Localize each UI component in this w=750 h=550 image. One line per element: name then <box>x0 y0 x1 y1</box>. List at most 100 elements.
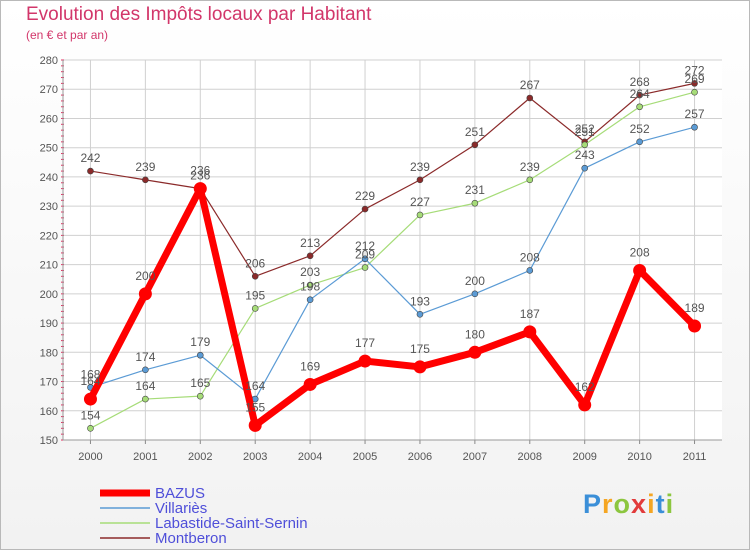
data-label-montberon: 236 <box>190 169 210 183</box>
point-labastide-saint-sernin <box>142 395 149 403</box>
point-labastide-saint-sernin <box>251 305 259 312</box>
data-label-labastide-saint-sernin: 239 <box>520 160 540 174</box>
legend-label-bazus: BAZUS <box>155 485 206 502</box>
series-layer <box>83 80 702 432</box>
x-tick-label: 2007 <box>463 451 487 463</box>
data-label-bazus: 208 <box>630 245 650 259</box>
point-bazus <box>248 418 262 432</box>
data-label-montberon: 213 <box>300 236 320 250</box>
data-label-labastide-saint-sernin: 227 <box>410 195 430 209</box>
x-tick-label: 2009 <box>572 451 596 463</box>
point-labastide-saint-sernin <box>361 264 369 271</box>
data-label-montberon: 251 <box>465 125 485 139</box>
point-villari-s <box>196 351 204 359</box>
point-montberon <box>691 80 698 87</box>
point-montberon <box>142 176 149 184</box>
x-tick-label: 2006 <box>408 451 432 463</box>
point-villari-s <box>581 164 589 172</box>
y-tick-label: 170 <box>40 377 58 389</box>
point-bazus <box>358 354 372 368</box>
point-villari-s <box>142 366 149 374</box>
data-label-villari-s: 179 <box>190 335 210 349</box>
point-bazus <box>303 377 317 391</box>
data-label-villari-s: 193 <box>410 294 430 308</box>
y-tick-label: 160 <box>40 406 58 418</box>
data-label-montberon: 229 <box>355 189 375 203</box>
data-label-labastide-saint-sernin: 251 <box>575 125 595 139</box>
point-montberon <box>361 205 369 213</box>
data-label-bazus: 236 <box>190 164 210 178</box>
data-label-villari-s: 200 <box>465 274 485 288</box>
y-tick-label: 250 <box>40 143 58 155</box>
plot-area <box>63 60 722 440</box>
axis-layer: 150 160 170 180 190 200 210 220 230 240 250 260 270 2… <box>40 55 722 463</box>
x-tick-label: 2000 <box>78 451 102 463</box>
chart-subtitle: (en € et par an) <box>26 28 109 42</box>
point-bazus <box>83 392 97 406</box>
data-label-villari-s: 257 <box>685 107 705 121</box>
data-label-bazus: 200 <box>135 269 155 283</box>
point-montberon <box>306 252 314 260</box>
point-labastide-saint-sernin <box>87 425 94 432</box>
chart-title: Evolution des Impôts locaux par Habitant <box>26 4 372 25</box>
point-bazus <box>633 263 647 277</box>
data-label-bazus: 155 <box>245 400 265 414</box>
y-tick-label: 230 <box>40 201 58 213</box>
data-label-villari-s: 174 <box>135 350 155 364</box>
series-line-bazus <box>87 185 698 429</box>
x-tick-label: 2008 <box>518 451 542 463</box>
y-tick-label: 150 <box>40 435 58 447</box>
data-label-montberon: 267 <box>520 78 540 92</box>
data-label-montberon: 206 <box>245 256 265 270</box>
data-label-montberon: 239 <box>135 160 155 174</box>
data-label-bazus: 162 <box>575 380 595 394</box>
point-montberon <box>87 167 94 175</box>
data-label-labastide-saint-sernin: 165 <box>190 376 210 390</box>
point-labastide-saint-sernin <box>691 88 698 96</box>
point-villari-s <box>471 290 479 298</box>
data-label-bazus: 189 <box>685 301 705 315</box>
x-tick-label: 2011 <box>683 451 707 463</box>
series-line-montberon <box>90 82 695 277</box>
x-tick-label: 2002 <box>188 451 212 463</box>
y-tick-label: 210 <box>40 260 58 272</box>
legend-layer <box>100 489 150 539</box>
point-labastide-saint-sernin <box>471 199 479 207</box>
point-villari-s <box>361 255 369 263</box>
y-tick-label: 190 <box>40 318 58 330</box>
data-label-montberon: 242 <box>80 151 100 165</box>
x-tick-label: 2005 <box>353 451 377 463</box>
grid-layer <box>63 59 722 441</box>
point-labastide-saint-sernin <box>196 392 204 400</box>
point-labastide-saint-sernin <box>416 211 424 219</box>
data-label-montberon: 252 <box>575 122 595 136</box>
y-tick-label: 200 <box>40 289 58 301</box>
data-label-labastide-saint-sernin: 209 <box>355 248 375 262</box>
point-montberon <box>251 273 259 280</box>
point-villari-s <box>691 123 698 131</box>
point-montberon <box>471 141 479 149</box>
proxiti-logo: Proxiti <box>583 489 675 519</box>
x-tick-label: 2001 <box>133 451 157 463</box>
data-label-villari-s: 252 <box>630 122 650 136</box>
data-label-villari-s: 208 <box>520 250 540 264</box>
x-tick-label: 2010 <box>627 451 651 463</box>
point-villari-s <box>416 311 424 318</box>
y-tick-label: 260 <box>40 113 58 125</box>
series-line-villari-s <box>90 126 695 400</box>
data-label-labastide-saint-sernin: 264 <box>630 87 650 101</box>
data-label-bazus: 175 <box>410 342 430 356</box>
y-tick-label: 220 <box>40 230 58 242</box>
data-label-bazus: 164 <box>80 374 100 388</box>
data-label-labastide-saint-sernin: 154 <box>80 408 100 422</box>
point-bazus <box>193 182 207 196</box>
data-label-villari-s: 198 <box>300 280 320 294</box>
point-labastide-saint-sernin <box>306 281 314 289</box>
x-tick-label: 2003 <box>243 451 267 463</box>
legend-label-montberon: Montberon <box>155 530 227 547</box>
point-bazus <box>413 360 427 374</box>
legend-label-labastide: Labastide-Saint-Sernin <box>155 515 308 532</box>
data-label-villari-s: 164 <box>245 379 265 393</box>
data-label-labastide-saint-sernin: 164 <box>135 379 155 393</box>
